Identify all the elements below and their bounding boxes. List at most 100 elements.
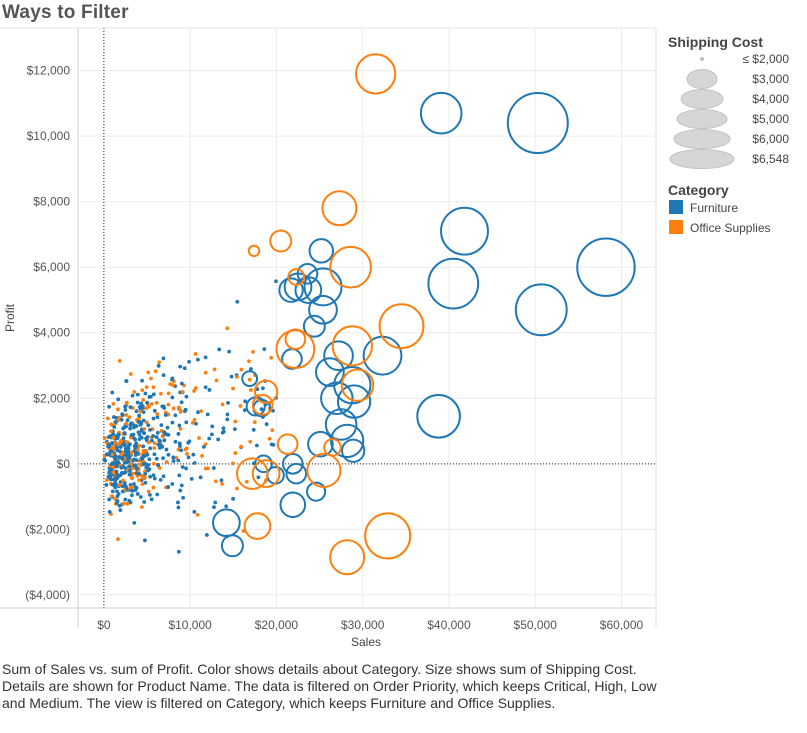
furniture-bubble[interactable] — [308, 294, 338, 325]
scatter-point-small[interactable] — [165, 425, 170, 430]
furniture-bubble[interactable] — [306, 481, 327, 502]
scatter-point-small[interactable] — [135, 392, 140, 397]
scatter-point-small[interactable] — [226, 400, 230, 405]
office-supplies-bubble[interactable] — [284, 328, 307, 351]
scatter-point-small[interactable] — [251, 427, 256, 432]
scatter-point-small[interactable] — [126, 452, 131, 457]
scatter-point-small[interactable] — [269, 355, 274, 360]
office-supplies-bubble[interactable] — [323, 438, 342, 457]
scatter-point-small[interactable] — [146, 404, 151, 409]
scatter-point-small[interactable] — [124, 400, 129, 405]
furniture-bubble[interactable] — [506, 92, 569, 155]
scatter-point-small[interactable] — [231, 496, 235, 501]
color-legend-label[interactable]: Office Supplies — [690, 221, 771, 235]
scatter-point-small[interactable] — [242, 408, 247, 412]
scatter-point-small[interactable] — [166, 391, 171, 396]
scatter-point-small[interactable] — [154, 401, 159, 405]
scatter-point-small[interactable] — [109, 422, 114, 427]
scatter-point-small[interactable] — [109, 462, 114, 467]
scatter-point-small[interactable] — [114, 470, 119, 475]
scatter-point-small[interactable] — [134, 409, 139, 414]
scatter-point-small[interactable] — [141, 462, 146, 466]
scatter-point-small[interactable] — [142, 431, 146, 436]
scatter-point-small[interactable] — [141, 449, 146, 453]
scatter-point-small[interactable] — [119, 465, 124, 470]
scatter-point-small[interactable] — [191, 452, 196, 457]
scatter-point-small[interactable] — [141, 444, 146, 449]
scatter-point-small[interactable] — [110, 390, 115, 395]
scatter-point-small[interactable] — [184, 394, 189, 399]
scatter-point-small[interactable] — [199, 409, 203, 414]
scatter-point-small[interactable] — [117, 503, 122, 508]
scatter-point-small[interactable] — [187, 359, 191, 364]
scatter-point-small[interactable] — [154, 435, 159, 440]
scatter-point-small[interactable] — [125, 418, 130, 423]
color-legend[interactable]: Category Furniture Office Supplies — [668, 182, 771, 235]
scatter-point-small[interactable] — [142, 454, 147, 459]
scatter-point-small[interactable] — [117, 449, 122, 454]
scatter-point-small[interactable] — [178, 364, 183, 369]
scatter-point-small[interactable] — [104, 483, 109, 487]
scatter-point-small[interactable] — [118, 508, 123, 512]
furniture-bubble[interactable] — [324, 408, 358, 441]
furniture-bubble[interactable] — [302, 314, 326, 338]
furniture-bubble[interactable] — [303, 267, 343, 307]
scatter-point-small[interactable] — [217, 347, 222, 352]
scatter-point-small[interactable] — [111, 446, 116, 451]
scatter-point-small[interactable] — [154, 456, 159, 461]
scatter-point-small[interactable] — [152, 446, 157, 450]
scatter-point-small[interactable] — [142, 475, 147, 480]
scatter-point-small[interactable] — [225, 417, 230, 422]
scatter-point-small[interactable] — [135, 400, 140, 405]
scatter-point-small[interactable] — [151, 385, 156, 390]
scatter-point-small[interactable] — [109, 429, 113, 434]
scatter-point-small[interactable] — [170, 482, 175, 486]
furniture-bubble[interactable] — [279, 491, 307, 519]
scatter-point-small[interactable] — [176, 505, 181, 510]
scatter-point-small[interactable] — [261, 386, 265, 391]
scatter-point-small[interactable] — [193, 351, 198, 356]
scatter-point-small[interactable] — [271, 442, 276, 447]
scatter-point-small[interactable] — [157, 360, 162, 365]
scatter-point-small[interactable] — [179, 381, 184, 386]
scatter-point-small[interactable] — [142, 500, 147, 504]
scatter-point-small[interactable] — [179, 448, 184, 453]
scatter-point-small[interactable] — [184, 466, 188, 471]
scatter-point-small[interactable] — [146, 489, 151, 494]
scatter-point-small[interactable] — [116, 418, 121, 423]
scatter-point-small[interactable] — [210, 432, 214, 437]
furniture-bubble[interactable] — [212, 508, 241, 538]
scatter-point-small[interactable] — [183, 447, 188, 452]
scatter-point-small[interactable] — [254, 443, 259, 448]
scatter-point-small[interactable] — [152, 461, 156, 466]
scatter-point-small[interactable] — [157, 439, 162, 443]
scatter-point-small[interactable] — [182, 409, 187, 414]
scatter-point-small[interactable] — [219, 478, 224, 483]
scatter-point-small[interactable] — [229, 374, 234, 379]
office-supplies-bubble[interactable] — [269, 229, 293, 253]
scatter-point-small[interactable] — [262, 347, 267, 352]
office-supplies-bubble[interactable] — [321, 190, 358, 227]
scatter-point-small[interactable] — [201, 444, 206, 449]
scatter-point-small[interactable] — [110, 452, 115, 457]
scatter-point-small[interactable] — [252, 420, 257, 425]
scatter-point-small[interactable] — [114, 500, 119, 505]
scatter-point-small[interactable] — [117, 483, 122, 487]
furniture-bubble[interactable] — [576, 237, 636, 297]
scatter-point-small[interactable] — [212, 367, 217, 372]
office-supplies-bubble[interactable] — [235, 457, 269, 490]
scatter-point-small[interactable] — [120, 489, 125, 494]
scatter-point-small[interactable] — [140, 388, 145, 393]
scatter-point-small[interactable] — [124, 440, 129, 444]
scatter-point-small[interactable] — [244, 479, 249, 484]
furniture-bubble[interactable] — [294, 276, 323, 304]
scatter-point-small[interactable] — [124, 484, 128, 489]
scatter-point-small[interactable] — [134, 441, 139, 446]
scatter-point-small[interactable] — [152, 408, 157, 413]
scatter-point-small[interactable] — [203, 466, 208, 471]
scatter-point-small[interactable] — [139, 505, 144, 509]
furniture-bubble[interactable] — [416, 394, 461, 439]
furniture-bubble[interactable] — [278, 277, 304, 303]
scatter-point-small[interactable] — [128, 426, 133, 431]
color-legend-label[interactable]: Furniture — [690, 201, 738, 215]
